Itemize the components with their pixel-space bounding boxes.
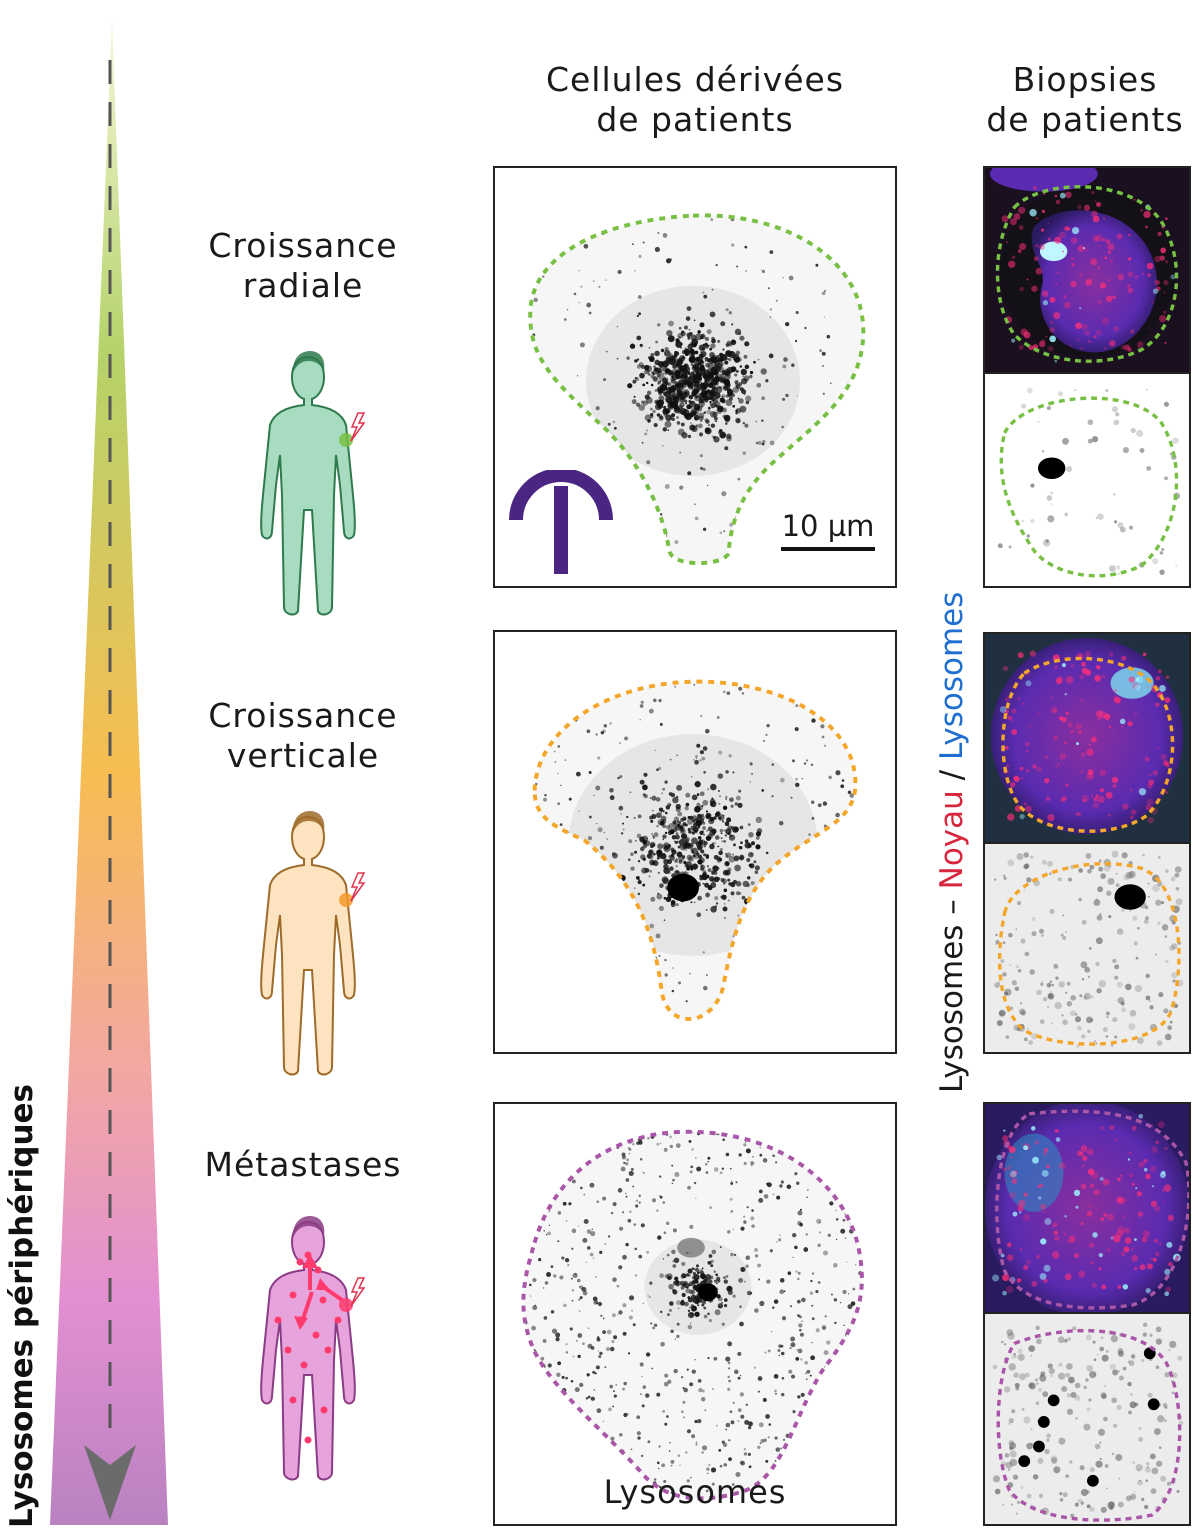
cell-panel-vertical	[493, 630, 897, 1054]
biopsy-gray-metastases	[983, 1312, 1191, 1526]
stain-label-lysosomes-blue: Lysosomes	[934, 591, 970, 761]
cell-panel-metastases	[493, 1102, 897, 1526]
human-figure-radial	[260, 351, 366, 616]
axis-arrow-head	[84, 1445, 136, 1520]
stage-label-radial: Croissance radiale	[208, 226, 398, 306]
stain-label-separator: –	[934, 889, 970, 925]
biopsy-color-radial	[983, 166, 1191, 374]
scale-bar: 10 µm	[778, 512, 878, 551]
peripheral-lysosomes-gradient-arrow	[50, 20, 168, 1525]
human-figure-vertical	[260, 811, 366, 1076]
stage-label-vertical: Croissance verticale	[208, 696, 398, 776]
biopsy-gray-vertical	[983, 842, 1191, 1054]
stage-label-metastases: Métastases	[204, 1145, 402, 1184]
stain-label-nucleus: Noyau	[934, 790, 970, 890]
biopsy-color-vertical	[983, 632, 1191, 844]
scale-bar-label: 10 µm	[781, 509, 875, 543]
cells-column-header: Cellules dérivées de patients	[545, 60, 845, 140]
biopsies-column-header: Biopsies de patients	[986, 60, 1184, 140]
human-figure-metastases	[260, 1216, 366, 1481]
biopsy-gray-radial	[983, 372, 1191, 588]
axis-label: Lysosomes périphériques	[4, 1084, 40, 1528]
stain-label-slash: /	[934, 760, 970, 791]
biopsy-stain-label: Lysosomes – Noyau / Lysosomes	[934, 592, 970, 1093]
cell-panel-radial	[493, 166, 897, 588]
stain-label-lysosomes: Lysosomes	[934, 924, 970, 1093]
cells-footer-label: Lysosomes	[603, 1473, 787, 1511]
logo-icon	[509, 470, 613, 574]
biopsy-color-metastases	[983, 1102, 1191, 1314]
